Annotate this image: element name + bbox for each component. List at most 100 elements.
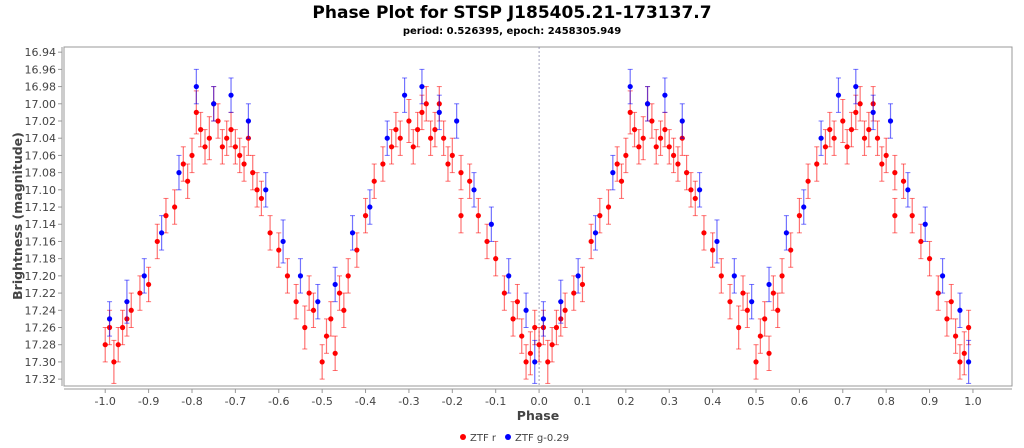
y-tick-label: 17.30 bbox=[25, 356, 57, 369]
data-point bbox=[258, 195, 265, 202]
data-point bbox=[605, 204, 612, 210]
x-tick-label: -0.2 bbox=[442, 395, 463, 408]
plot-area bbox=[63, 46, 1013, 387]
data-point bbox=[401, 92, 408, 98]
data-point bbox=[657, 135, 664, 141]
data-point bbox=[198, 126, 204, 133]
data-point bbox=[254, 187, 260, 193]
data-point bbox=[553, 324, 560, 331]
data-point bbox=[432, 126, 438, 133]
data-point bbox=[380, 161, 386, 167]
data-point bbox=[111, 359, 117, 365]
data-point bbox=[905, 187, 911, 193]
data-point bbox=[575, 273, 581, 279]
y-tick-label: 17.26 bbox=[25, 321, 57, 334]
data-point bbox=[397, 135, 403, 141]
data-point bbox=[297, 273, 304, 279]
y-tick-label: 17.16 bbox=[25, 235, 57, 248]
data-point bbox=[822, 144, 829, 150]
y-tick-label: 16.96 bbox=[25, 63, 57, 76]
data-point bbox=[966, 324, 972, 331]
data-point bbox=[610, 170, 616, 176]
data-point bbox=[310, 307, 317, 313]
data-point bbox=[241, 161, 247, 167]
data-point bbox=[284, 273, 291, 279]
x-tick-label: 0.5 bbox=[747, 395, 765, 408]
x-tick-label: -1.0 bbox=[94, 395, 115, 408]
data-point bbox=[618, 178, 625, 184]
data-point bbox=[736, 324, 742, 331]
x-tick-label: -0.8 bbox=[181, 395, 202, 408]
data-point bbox=[549, 342, 555, 348]
data-point bbox=[510, 316, 516, 322]
data-point bbox=[562, 307, 568, 313]
data-point bbox=[718, 273, 724, 279]
data-point bbox=[827, 126, 833, 133]
data-point bbox=[336, 290, 343, 296]
data-point bbox=[714, 238, 720, 245]
data-point bbox=[805, 178, 811, 184]
data-point bbox=[866, 126, 872, 133]
data-point bbox=[853, 83, 859, 90]
data-point bbox=[536, 342, 542, 348]
data-point bbox=[146, 281, 152, 288]
data-point bbox=[332, 350, 338, 356]
data-point bbox=[831, 135, 837, 141]
data-point bbox=[627, 83, 633, 90]
chart-title: Phase Plot for STSP J185405.21-173137.7 bbox=[312, 3, 711, 23]
data-point bbox=[796, 213, 803, 219]
data-point bbox=[631, 126, 638, 133]
data-point bbox=[102, 342, 108, 348]
x-tick-label: 0.9 bbox=[921, 395, 939, 408]
data-point bbox=[874, 135, 881, 141]
data-point bbox=[345, 273, 351, 279]
data-point bbox=[922, 221, 928, 227]
x-tick-label: -0.1 bbox=[485, 395, 506, 408]
data-point bbox=[206, 135, 212, 141]
data-point bbox=[679, 118, 685, 124]
data-point bbox=[237, 152, 243, 159]
data-point bbox=[527, 350, 534, 356]
data-point bbox=[172, 204, 178, 210]
data-point bbox=[701, 230, 707, 236]
data-point bbox=[467, 178, 473, 184]
data-point bbox=[597, 213, 603, 219]
data-point bbox=[766, 281, 772, 288]
data-point bbox=[228, 92, 234, 98]
data-point bbox=[692, 195, 698, 202]
data-point bbox=[410, 144, 416, 150]
data-point bbox=[211, 101, 217, 107]
data-point bbox=[688, 187, 694, 193]
data-point bbox=[332, 281, 338, 288]
data-point bbox=[779, 273, 785, 279]
data-point bbox=[354, 247, 360, 253]
data-point bbox=[193, 83, 199, 90]
data-point bbox=[683, 170, 690, 176]
data-point bbox=[840, 118, 846, 124]
y-tick-label: 17.18 bbox=[25, 253, 57, 266]
data-point bbox=[558, 299, 564, 305]
data-point bbox=[367, 204, 373, 210]
data-point bbox=[176, 170, 182, 176]
data-point bbox=[388, 144, 395, 150]
x-tick-label: 0.6 bbox=[791, 395, 809, 408]
data-point bbox=[801, 204, 807, 210]
x-axis-label: Phase bbox=[517, 408, 559, 423]
data-point bbox=[766, 350, 772, 356]
data-point bbox=[128, 307, 134, 313]
x-tick-label: 0.8 bbox=[877, 395, 895, 408]
data-point bbox=[783, 230, 789, 236]
data-point bbox=[362, 213, 369, 219]
y-tick-label: 17.22 bbox=[25, 287, 57, 300]
y-tick-label: 17.04 bbox=[25, 132, 57, 145]
data-point bbox=[436, 109, 442, 115]
data-point bbox=[762, 316, 768, 322]
data-point bbox=[319, 359, 325, 365]
data-point bbox=[848, 126, 855, 133]
data-point bbox=[323, 333, 330, 339]
data-point bbox=[844, 144, 850, 150]
data-point bbox=[501, 290, 507, 296]
data-point bbox=[445, 161, 451, 167]
series-ztf-r bbox=[102, 86, 972, 384]
